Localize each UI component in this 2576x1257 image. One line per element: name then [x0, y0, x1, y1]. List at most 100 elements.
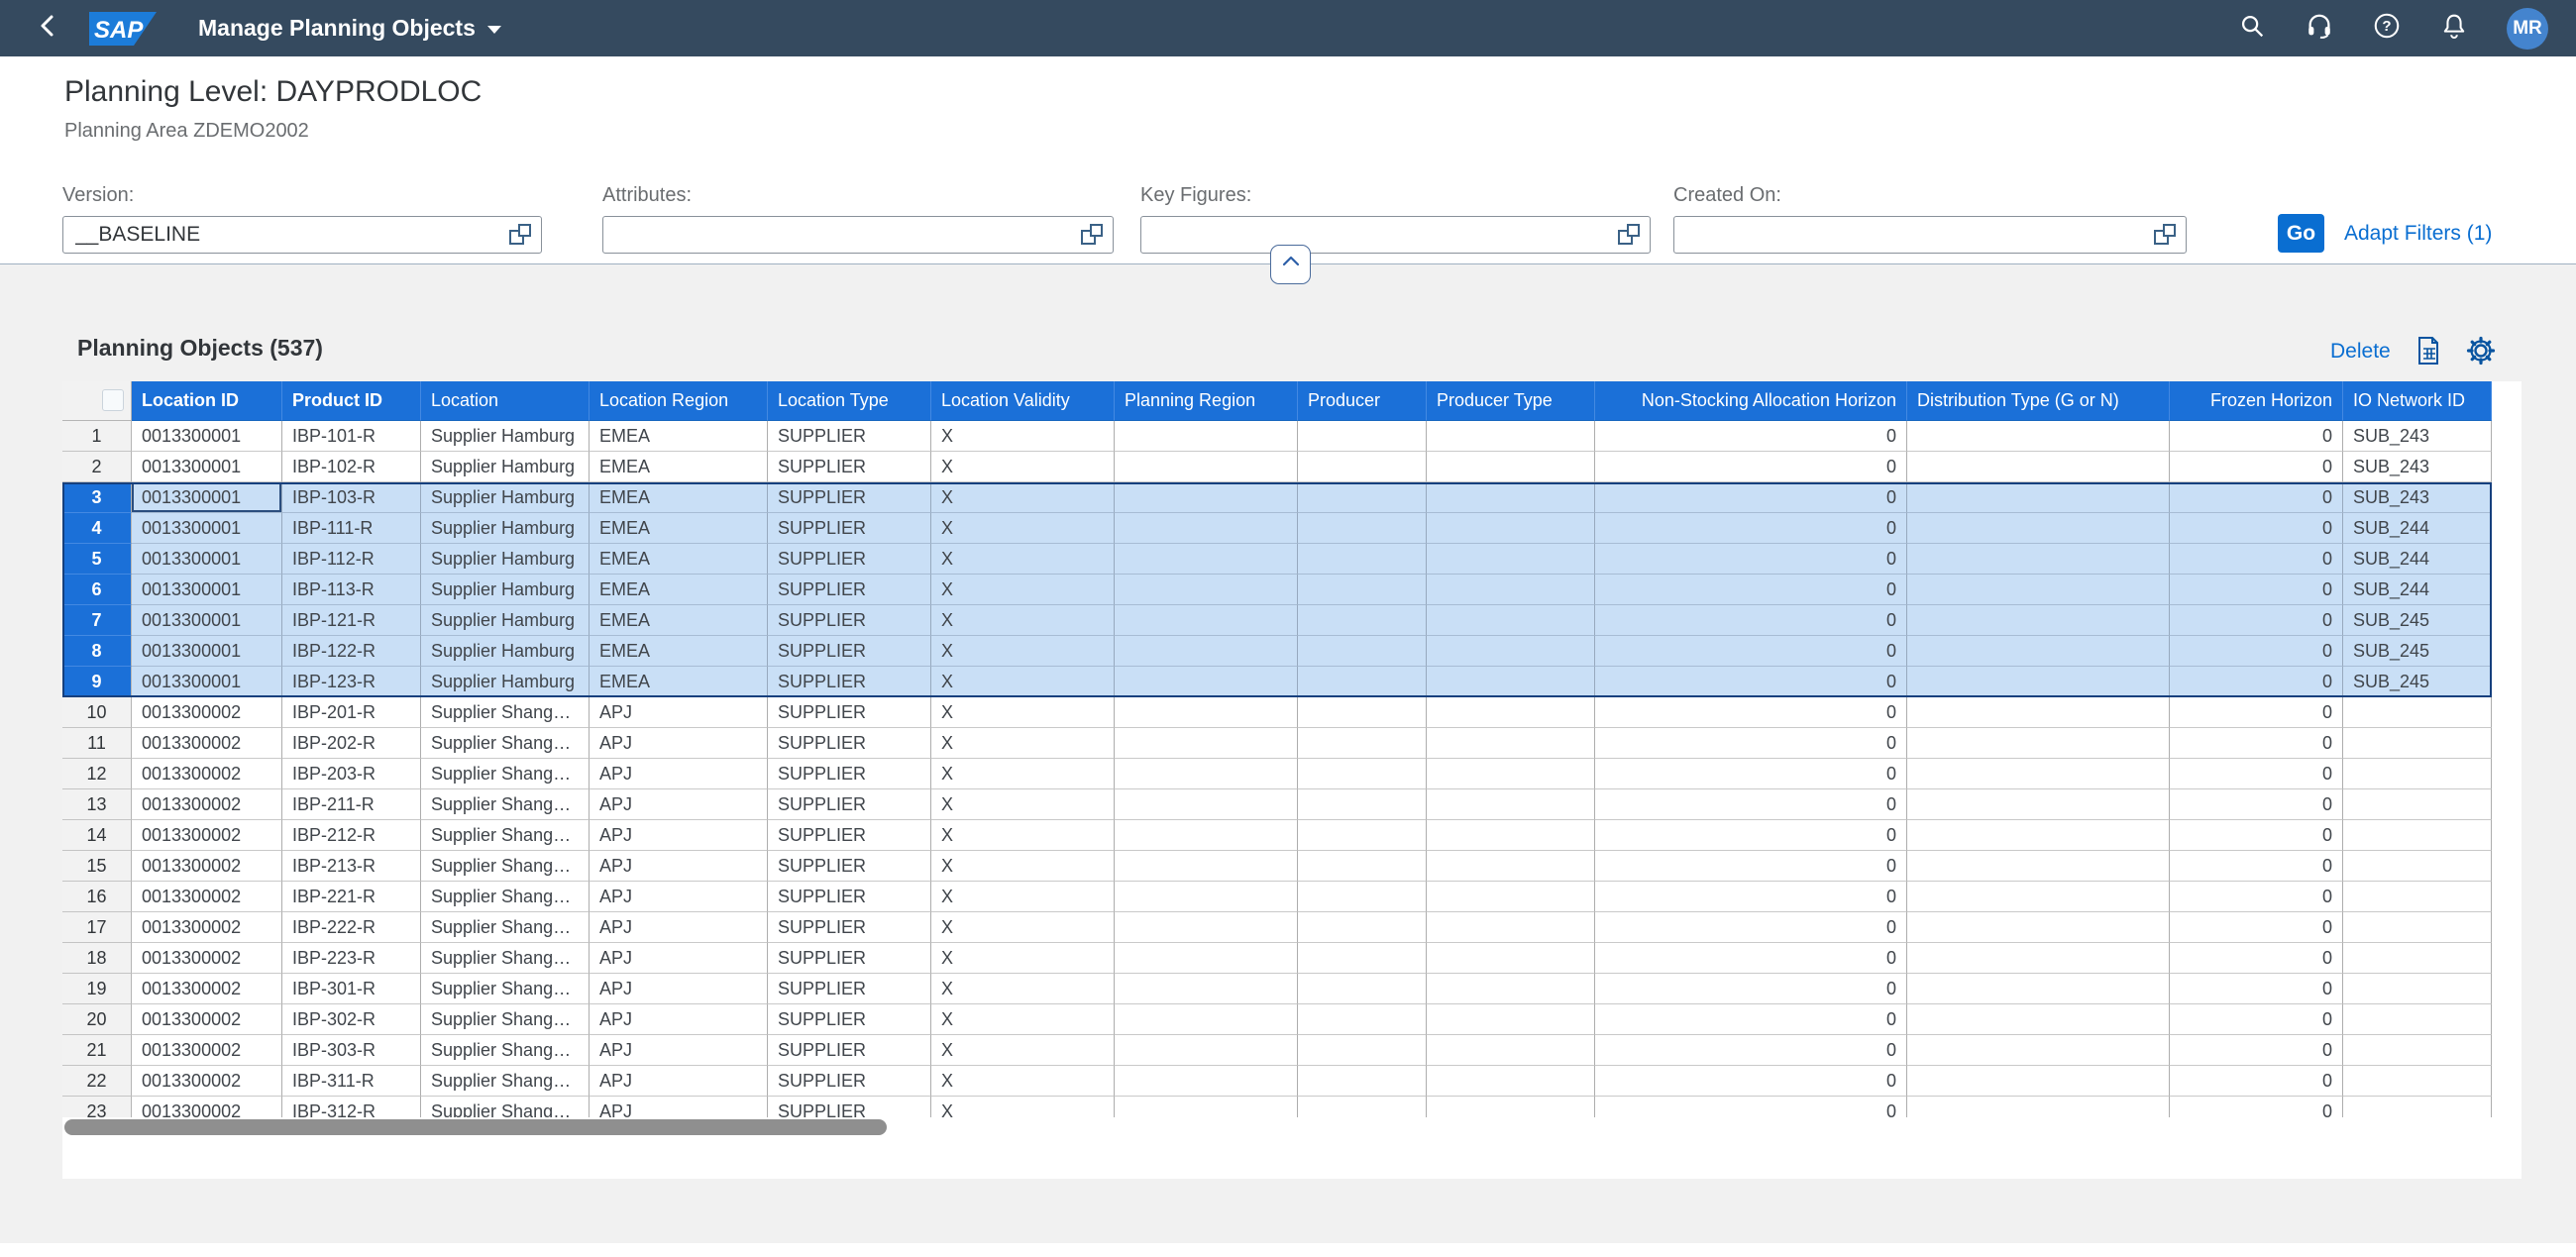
- table-cell[interactable]: EMEA: [590, 421, 768, 452]
- table-cell[interactable]: 0: [1595, 1035, 1907, 1066]
- table-cell[interactable]: Supplier Hamburg: [421, 636, 590, 667]
- table-cell[interactable]: [1427, 575, 1595, 605]
- table-cell[interactable]: SUB_243: [2343, 482, 2492, 513]
- table-cell[interactable]: 0013300002: [132, 1004, 282, 1035]
- table-cell[interactable]: [1427, 943, 1595, 974]
- table-cell[interactable]: [1907, 728, 2170, 759]
- table-cell[interactable]: IBP-311-R: [282, 1066, 421, 1097]
- column-header-location-validity[interactable]: Location Validity: [931, 381, 1115, 421]
- table-cell[interactable]: SUPPLIER: [768, 974, 931, 1004]
- table-cell[interactable]: [1115, 452, 1298, 482]
- table-cell[interactable]: 0: [2170, 1066, 2343, 1097]
- table-cell[interactable]: 0013300002: [132, 728, 282, 759]
- table-cell[interactable]: 0: [2170, 697, 2343, 728]
- table-row[interactable]: 8 0013300001 IBP-122-R Supplier Hamburg EMEA…: [62, 636, 2492, 667]
- table-cell[interactable]: X: [931, 1097, 1115, 1117]
- table-row[interactable]: 22 0013300002 IBP-311-R Supplier Shang… APJ S…: [62, 1066, 2492, 1097]
- table-cell[interactable]: [2343, 759, 2492, 789]
- notifications-button[interactable]: [2439, 14, 2469, 44]
- table-cell[interactable]: 0013300002: [132, 789, 282, 820]
- table-cell[interactable]: [1298, 544, 1427, 575]
- table-cell[interactable]: [1115, 851, 1298, 882]
- table-cell[interactable]: Supplier Hamburg: [421, 605, 590, 636]
- table-cell[interactable]: [1115, 728, 1298, 759]
- table-row[interactable]: 11 0013300002 IBP-202-R Supplier Shang… APJ S…: [62, 728, 2492, 759]
- table-cell[interactable]: IBP-102-R: [282, 452, 421, 482]
- table-cell[interactable]: [1427, 544, 1595, 575]
- table-cell[interactable]: SUPPLIER: [768, 851, 931, 882]
- table-cell[interactable]: APJ: [590, 759, 768, 789]
- table-cell[interactable]: X: [931, 759, 1115, 789]
- table-cell[interactable]: SUPPLIER: [768, 636, 931, 667]
- column-header-location-region[interactable]: Location Region: [590, 381, 768, 421]
- table-cell[interactable]: [1427, 882, 1595, 912]
- table-cell[interactable]: Supplier Hamburg: [421, 452, 590, 482]
- table-row[interactable]: 15 0013300002 IBP-213-R Supplier Shang… APJ S…: [62, 851, 2492, 882]
- table-cell[interactable]: SUPPLIER: [768, 882, 931, 912]
- table-cell[interactable]: SUPPLIER: [768, 1097, 931, 1117]
- table-cell[interactable]: Supplier Hamburg: [421, 513, 590, 544]
- table-cell[interactable]: [2343, 789, 2492, 820]
- table-cell[interactable]: 0: [2170, 728, 2343, 759]
- table-cell[interactable]: 0013300002: [132, 882, 282, 912]
- table-row[interactable]: 4 0013300001 IBP-111-R Supplier Hamburg EMEA…: [62, 513, 2492, 544]
- table-cell[interactable]: SUB_243: [2343, 452, 2492, 482]
- table-cell[interactable]: [1427, 513, 1595, 544]
- value-help-icon[interactable]: [507, 222, 533, 248]
- table-cell[interactable]: [1298, 1097, 1427, 1117]
- table-cell[interactable]: 0013300001: [132, 667, 282, 697]
- table-cell[interactable]: Supplier Shang…: [421, 882, 590, 912]
- row-number-cell[interactable]: 6: [62, 575, 132, 605]
- row-number-cell[interactable]: 5: [62, 544, 132, 575]
- table-cell[interactable]: [1427, 728, 1595, 759]
- table-cell[interactable]: IBP-122-R: [282, 636, 421, 667]
- user-avatar[interactable]: MR: [2507, 7, 2548, 50]
- table-cell[interactable]: [1907, 636, 2170, 667]
- table-cell[interactable]: SUPPLIER: [768, 575, 931, 605]
- table-cell[interactable]: X: [931, 421, 1115, 452]
- table-cell[interactable]: SUPPLIER: [768, 759, 931, 789]
- table-cell[interactable]: [1115, 1035, 1298, 1066]
- table-cell[interactable]: IBP-203-R: [282, 759, 421, 789]
- table-cell[interactable]: X: [931, 1035, 1115, 1066]
- table-cell[interactable]: 0: [2170, 1035, 2343, 1066]
- table-cell[interactable]: APJ: [590, 943, 768, 974]
- table-cell[interactable]: X: [931, 912, 1115, 943]
- table-cell[interactable]: APJ: [590, 1004, 768, 1035]
- row-number-cell[interactable]: 17: [62, 912, 132, 943]
- table-cell[interactable]: 0013300002: [132, 943, 282, 974]
- table-cell[interactable]: 0: [2170, 605, 2343, 636]
- table-cell[interactable]: IBP-111-R: [282, 513, 421, 544]
- export-button[interactable]: [2412, 335, 2443, 367]
- search-button[interactable]: [2237, 14, 2267, 44]
- table-cell[interactable]: IBP-123-R: [282, 667, 421, 697]
- table-cell[interactable]: [1907, 882, 2170, 912]
- table-cell[interactable]: [1907, 482, 2170, 513]
- table-cell[interactable]: 0013300002: [132, 820, 282, 851]
- table-cell[interactable]: [1298, 882, 1427, 912]
- table-row[interactable]: 14 0013300002 IBP-212-R Supplier Shang… APJ S…: [62, 820, 2492, 851]
- table-cell[interactable]: APJ: [590, 851, 768, 882]
- table-cell[interactable]: [1298, 789, 1427, 820]
- table-cell[interactable]: 0013300001: [132, 605, 282, 636]
- table-cell[interactable]: [1427, 1066, 1595, 1097]
- table-cell[interactable]: [2343, 1066, 2492, 1097]
- table-cell[interactable]: IBP-303-R: [282, 1035, 421, 1066]
- table-cell[interactable]: 0: [2170, 1004, 2343, 1035]
- table-cell[interactable]: [1907, 697, 2170, 728]
- table-cell[interactable]: [1907, 667, 2170, 697]
- table-cell[interactable]: X: [931, 667, 1115, 697]
- table-cell[interactable]: 0: [1595, 636, 1907, 667]
- table-cell[interactable]: APJ: [590, 1035, 768, 1066]
- table-cell[interactable]: SUPPLIER: [768, 728, 931, 759]
- table-cell[interactable]: APJ: [590, 974, 768, 1004]
- table-cell[interactable]: [1427, 421, 1595, 452]
- table-cell[interactable]: [1115, 1066, 1298, 1097]
- row-number-cell[interactable]: 7: [62, 605, 132, 636]
- table-cell[interactable]: 0: [1595, 728, 1907, 759]
- table-cell[interactable]: SUB_245: [2343, 605, 2492, 636]
- table-cell[interactable]: [1427, 974, 1595, 1004]
- table-cell[interactable]: 0013300002: [132, 912, 282, 943]
- table-cell[interactable]: [1907, 851, 2170, 882]
- table-cell[interactable]: Supplier Hamburg: [421, 544, 590, 575]
